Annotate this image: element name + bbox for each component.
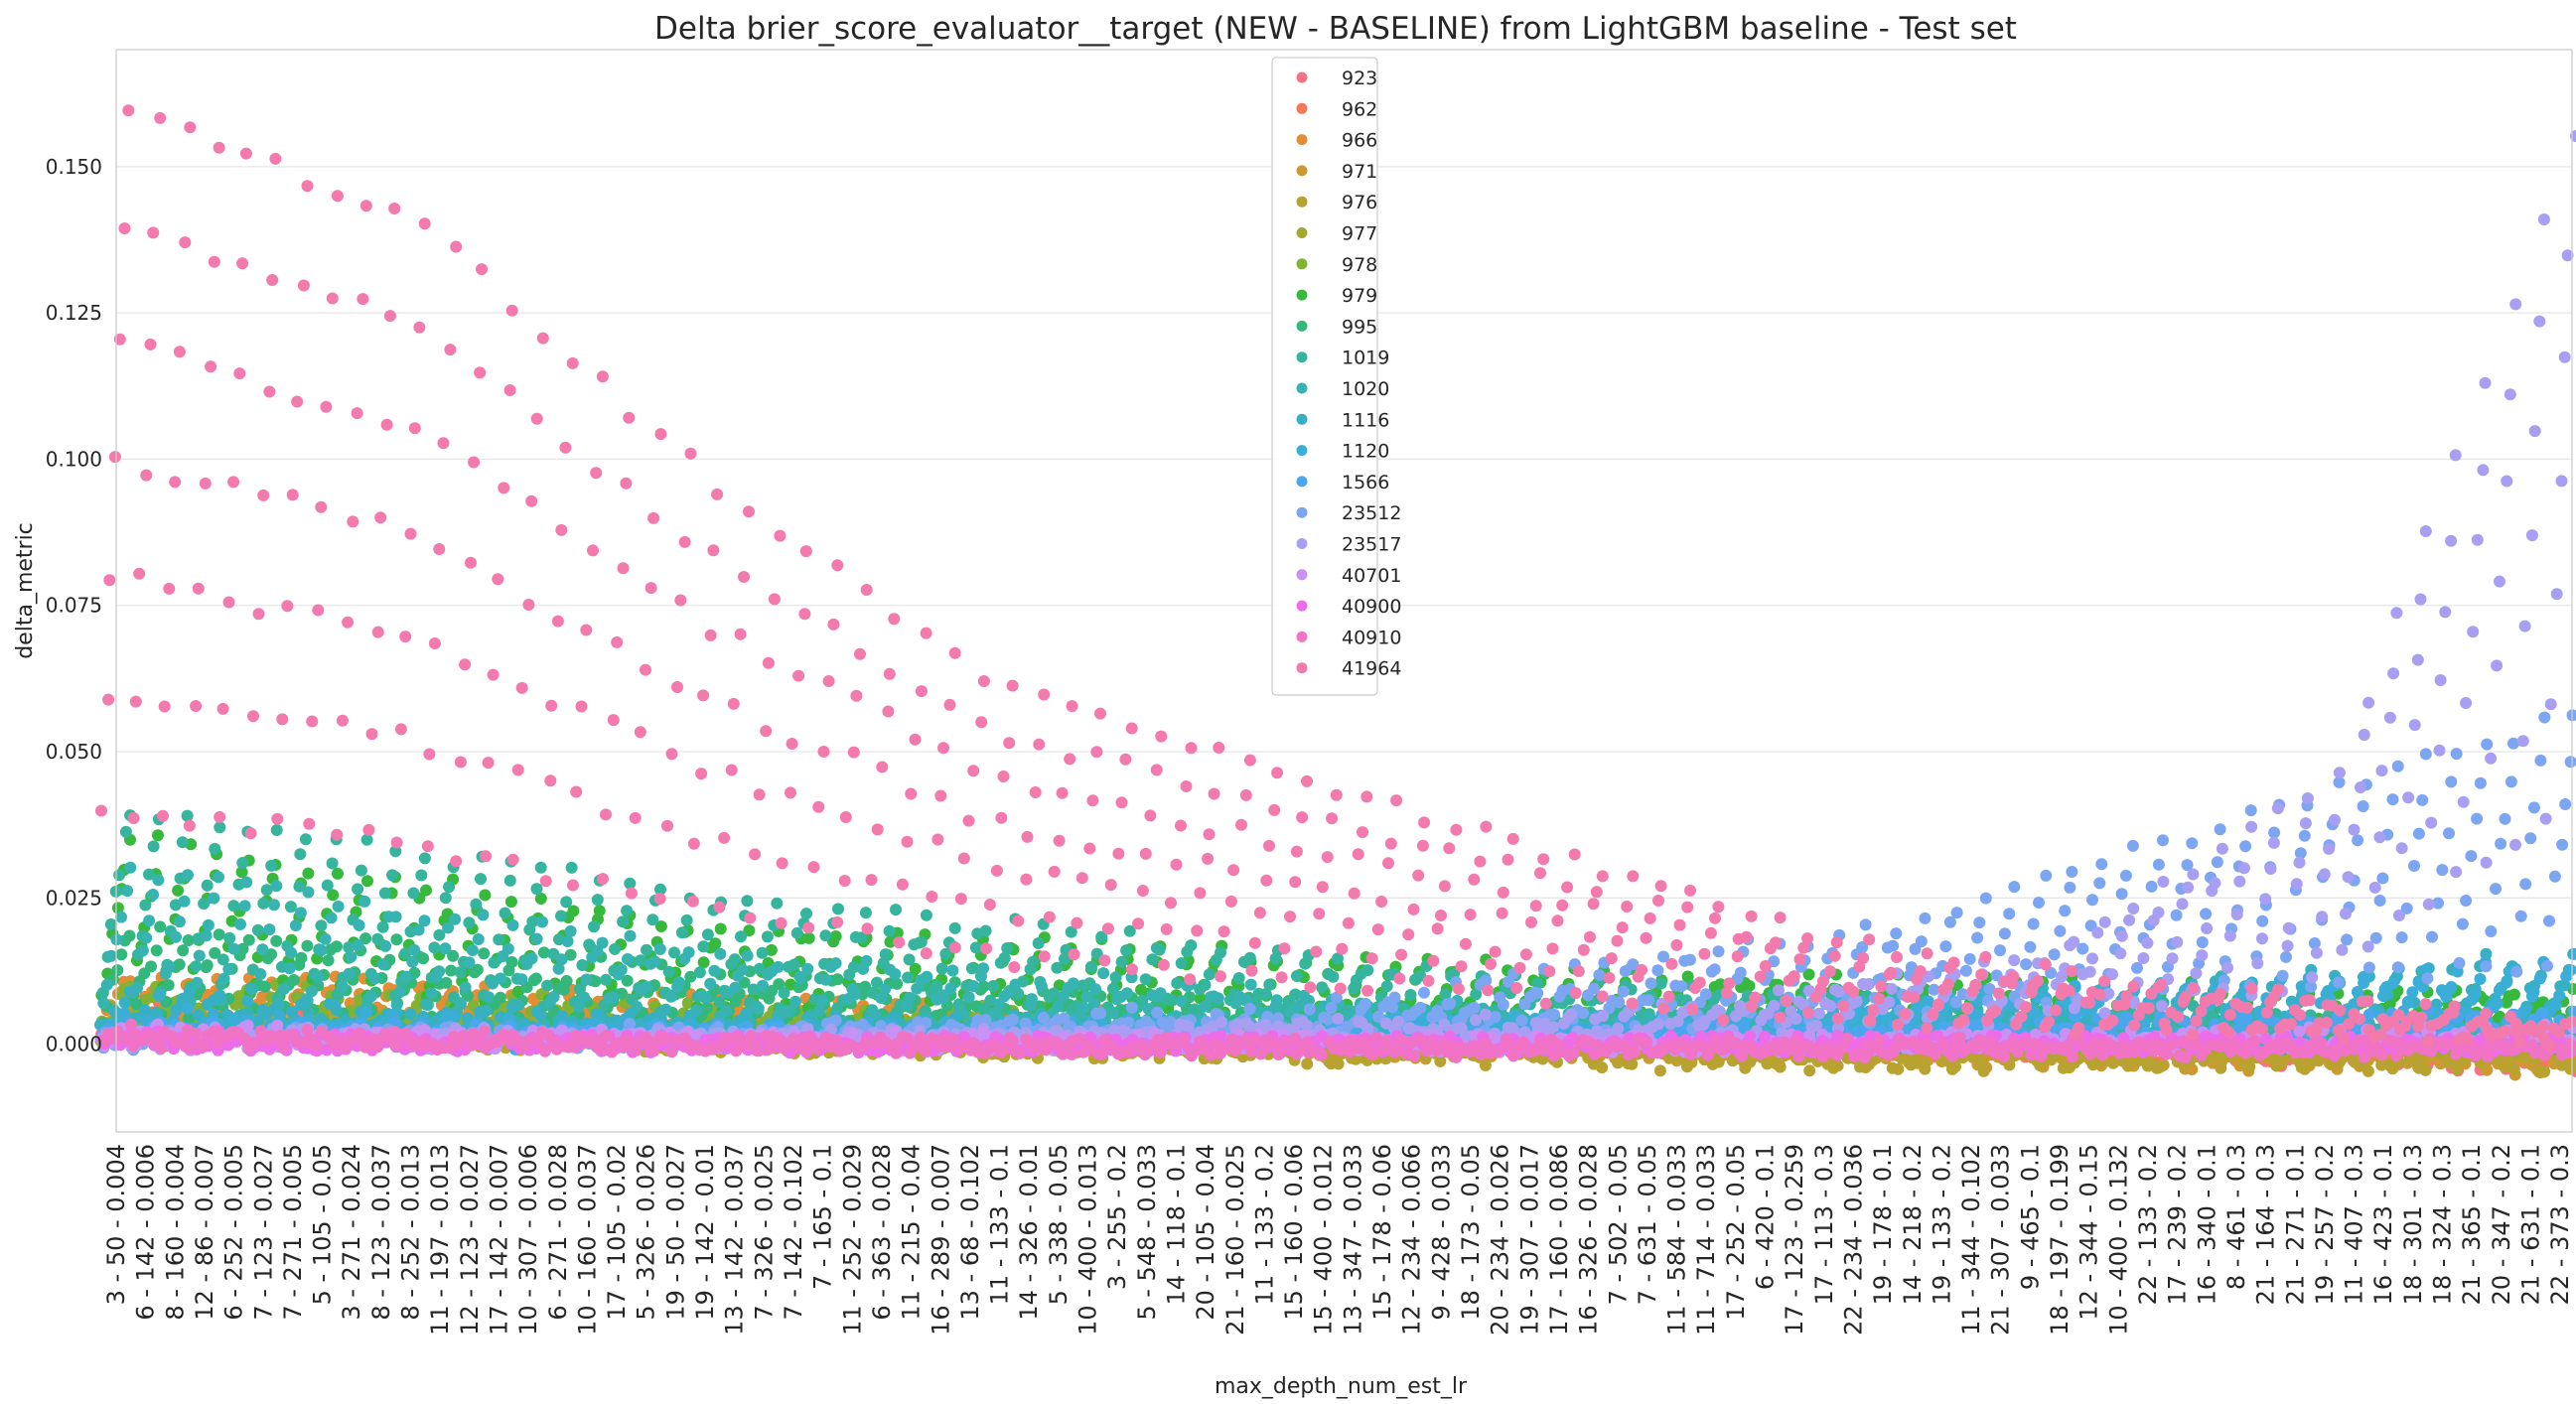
- data-point: [1301, 1057, 1314, 1070]
- data-point: [1332, 1057, 1345, 1070]
- data-point: [390, 933, 403, 946]
- data-point: [1626, 1057, 1639, 1070]
- data-point: [145, 960, 158, 973]
- data-point: [172, 884, 185, 897]
- data-point: [2507, 988, 2520, 1001]
- data-point: [2419, 1063, 2432, 1076]
- data-point: [829, 930, 842, 942]
- data-point: [111, 964, 124, 977]
- data-point: [301, 939, 314, 952]
- data-point: [213, 928, 225, 941]
- data-point: [201, 959, 214, 972]
- data-point: [560, 975, 573, 987]
- data-point: [2537, 1065, 2550, 1078]
- data-point: [2215, 1061, 2227, 1074]
- data-point: [361, 875, 373, 888]
- data-point: [700, 1002, 713, 1015]
- data-point: [302, 867, 315, 880]
- data-point: [258, 980, 271, 993]
- data-point: [802, 931, 815, 944]
- data-point: [154, 920, 167, 933]
- data-point: [479, 889, 492, 902]
- data-point: [593, 905, 606, 917]
- data-point: [287, 974, 300, 986]
- data-point: [831, 973, 844, 986]
- data-point: [1831, 1059, 1844, 1072]
- data-points: [94, 104, 2576, 1081]
- data-point: [1803, 1064, 1816, 1077]
- chart-title: Delta brier_score_evaluator__target (NEW…: [654, 11, 2017, 47]
- data-point: [115, 948, 128, 961]
- data-point: [2507, 1062, 2520, 1075]
- data-point: [2298, 1062, 2311, 1075]
- data-point: [504, 896, 517, 909]
- data-point: [1761, 1057, 1774, 1070]
- data-point: [173, 958, 186, 971]
- data-point: [177, 944, 190, 957]
- data-point: [152, 829, 164, 842]
- data-point: [1712, 1055, 1725, 1068]
- data-point: [2451, 1062, 2464, 1075]
- data-point: [478, 947, 491, 960]
- data-point: [529, 972, 542, 985]
- data-point: [150, 944, 163, 957]
- data-point: [1479, 1059, 1492, 1071]
- data-point: [242, 933, 255, 946]
- data-point: [1596, 1061, 1609, 1074]
- data-point: [1612, 1056, 1625, 1069]
- data-point: [1977, 1064, 1990, 1077]
- data-point: [1653, 1064, 1666, 1077]
- data-point: [714, 922, 727, 935]
- data-point: [270, 934, 283, 947]
- data-point: [1892, 1062, 1905, 1075]
- data-point: [322, 954, 335, 967]
- data-point: [417, 952, 430, 965]
- data-point: [1919, 1062, 1932, 1075]
- data-point: [420, 884, 432, 897]
- data-point: [123, 929, 136, 942]
- data-point: [295, 951, 308, 964]
- data-point: [494, 991, 506, 1004]
- data-point: [440, 976, 453, 989]
- data-point: [332, 867, 344, 880]
- data-point: [1434, 1054, 1447, 1067]
- data-point: [2155, 1059, 2168, 1072]
- data-point: [331, 940, 343, 953]
- data-point: [1774, 1060, 1787, 1073]
- data-point: [2361, 1064, 2374, 1077]
